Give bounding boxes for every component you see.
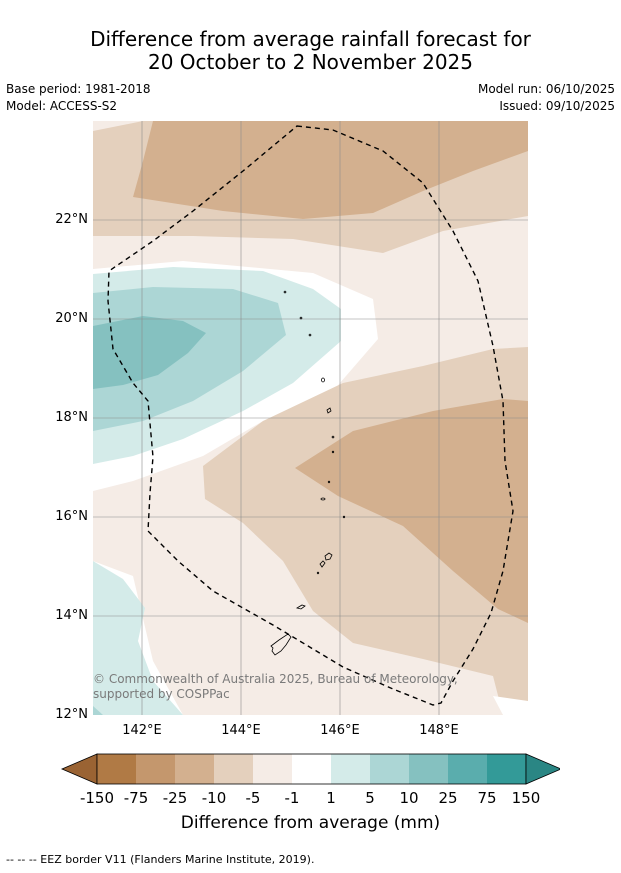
colorbar-over-arrow (525, 753, 563, 785)
colorbar (60, 752, 563, 792)
lon-label-146e: 146°E (320, 723, 360, 738)
map-canvas (93, 121, 528, 715)
contour-white-southeast (493, 696, 528, 715)
copyright-notice: © Commonwealth of Australia 2025, Bureau… (93, 672, 458, 701)
colorbar-tick-label: -25 (162, 789, 188, 807)
lon-label-148e: 148°E (419, 723, 459, 738)
model-run: Model run: 06/10/2025 (477, 82, 615, 96)
colorbar-under-arrow (60, 753, 98, 785)
colorbar-tick-label: 10 (399, 789, 419, 807)
colorbar-tick-label: -1 (284, 789, 300, 807)
meta-left: Base period: 1981-2018 Model: ACCESS-S2 (6, 81, 151, 115)
lat-label-16n: 16°N (55, 509, 88, 524)
title-line-1: Difference from average rainfall forecas… (90, 27, 531, 51)
contour-lower-brown (295, 399, 528, 623)
lon-label-142e: 142°E (122, 723, 162, 738)
lat-label-12n: 12°N (55, 707, 88, 722)
colorbar-tick-label: -5 (245, 789, 261, 807)
contour-southwest-corner (93, 706, 103, 715)
colorbar-tick-label: 5 (365, 789, 375, 807)
colorbar-tick-label: 1 (326, 789, 336, 807)
colorbar-tick-label: 150 (511, 789, 541, 807)
eez-footnote: -- -- -- EEZ border V11 (Flanders Marine… (6, 853, 315, 866)
colorbar-label: Difference from average (mm) (180, 813, 441, 833)
contour-southwest-green (93, 561, 183, 715)
colorbar-segment (370, 754, 409, 784)
lon-label-144e: 144°E (221, 723, 261, 738)
rainfall-map (93, 121, 528, 715)
colorbar-segment (175, 754, 214, 784)
lat-label-14n: 14°N (55, 608, 88, 623)
colorbar-tick-label: 25 (438, 789, 458, 807)
colorbar-segment (409, 754, 448, 784)
base-period: Base period: 1981-2018 (6, 82, 151, 96)
colorbar-segment (292, 754, 331, 784)
colorbar-tick-label: -75 (123, 789, 149, 807)
colorbar-segment (448, 754, 487, 784)
colorbar-segment (214, 754, 253, 784)
islands (270, 290, 346, 656)
colorbar-tick-label: 75 (477, 789, 497, 807)
meta-right: Model run: 06/10/2025 Issued: 09/10/2025 (478, 81, 615, 115)
contour-mid-green (93, 316, 206, 389)
map-gridlines (93, 121, 528, 715)
colorbar-tick-label: -10 (201, 789, 227, 807)
colorbar-segment (331, 754, 370, 784)
contour-upper-brown (133, 121, 528, 219)
colorbar-graphic (60, 753, 563, 785)
colorbar-segment (487, 754, 526, 784)
lat-label-18n: 18°N (55, 410, 88, 425)
colorbar-segment (97, 754, 136, 784)
lat-label-20n: 20°N (55, 311, 88, 326)
colorbar-segment (253, 754, 292, 784)
lat-label-22n: 22°N (55, 212, 88, 227)
issued-date: Issued: 09/10/2025 (499, 99, 615, 113)
title-line-2: 20 October to 2 November 2025 (147, 50, 474, 74)
colorbar-tick-label: -150 (79, 789, 115, 807)
model-name: Model: ACCESS-S2 (6, 99, 118, 113)
map-title: Difference from average rainfall forecas… (0, 28, 621, 74)
colorbar-segment (136, 754, 175, 784)
